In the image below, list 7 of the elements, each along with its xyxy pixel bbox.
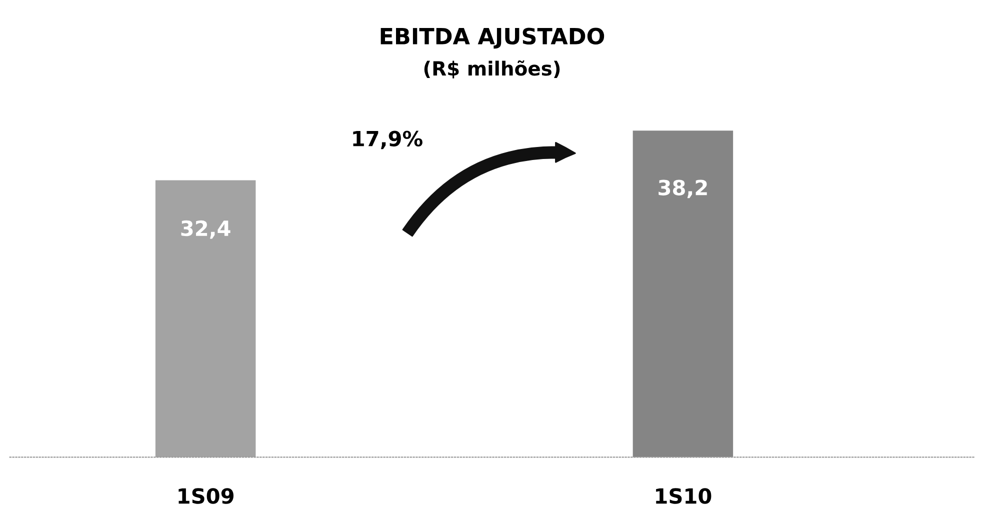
x-tick-label: 1S09 <box>178 488 234 504</box>
annotation: 17,9% <box>353 130 422 150</box>
data-label: 38,2 <box>658 180 707 198</box>
chart-subtitle: (R$ milhões) <box>424 60 560 78</box>
data-label: 32,4 <box>181 220 230 239</box>
x-tick-label: 1S10 <box>656 488 712 504</box>
chart-title: EBITDA AJUSTADO <box>380 28 604 49</box>
